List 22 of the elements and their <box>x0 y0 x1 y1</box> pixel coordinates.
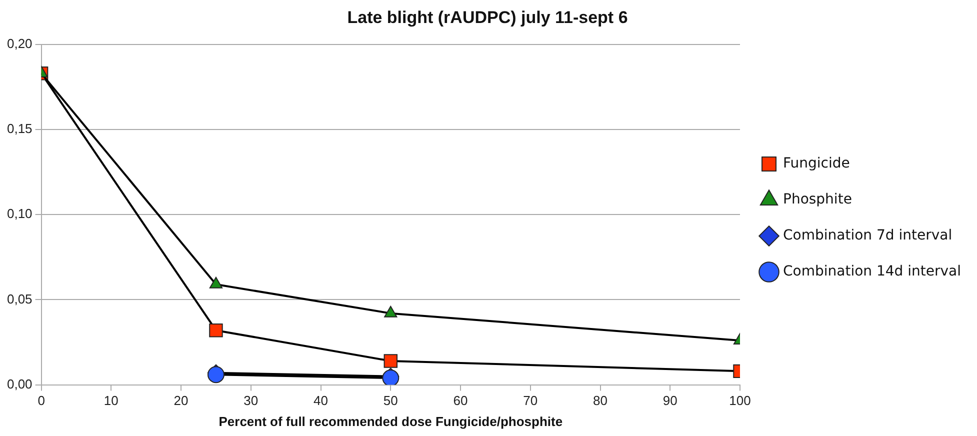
legend-label: Phosphite <box>783 192 852 208</box>
x-tick-label: 30 <box>244 393 258 408</box>
legend-label: Combination 14d interval <box>783 264 962 280</box>
legend-label: Fungicide <box>783 156 850 172</box>
x-axis-title: Percent of full recommended dose Fungicide/phosphite <box>218 414 563 429</box>
x-tick-label: 40 <box>314 393 328 408</box>
y-tick-label: 0,15 <box>6 121 32 136</box>
y-tick-label: 0,20 <box>6 36 32 51</box>
x-tick-label: 0 <box>38 393 45 408</box>
x-tick-label: 100 <box>729 393 751 408</box>
x-tick-label: 60 <box>453 393 468 408</box>
y-tick-label: 0,00 <box>6 376 32 392</box>
x-tick-label: 80 <box>593 393 608 408</box>
x-tick-label: 20 <box>174 393 188 408</box>
legend-label: Combination 7d interval <box>783 228 952 244</box>
y-tick-label: 0,10 <box>6 206 32 222</box>
x-tick-label: 10 <box>104 393 118 408</box>
chart-title: Late blight (rAUDPC) july 11-sept 6 <box>347 8 628 27</box>
x-tick-label: 90 <box>662 393 678 408</box>
x-tick-label: 50 <box>383 393 398 408</box>
y-tick-label: 0,05 <box>6 291 32 306</box>
x-tick-label: 70 <box>523 393 538 408</box>
